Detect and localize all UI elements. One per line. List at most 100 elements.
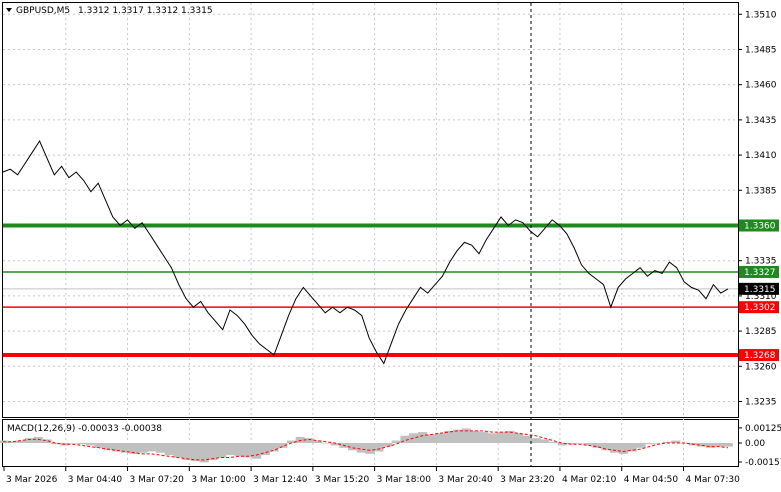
macd-bar bbox=[601, 443, 611, 451]
macd-bar bbox=[548, 441, 559, 443]
macd-bar bbox=[7, 441, 17, 443]
macd-bar bbox=[496, 432, 506, 443]
current-price-box bbox=[739, 282, 779, 295]
macd-bar bbox=[391, 440, 401, 443]
level-label-box bbox=[739, 219, 779, 232]
time-axis[interactable]: 3 Mar 2026 3 Mar 04:40 3 Mar 07:20 3 Mar 10… bbox=[3, 467, 740, 485]
macd-bar bbox=[295, 436, 305, 443]
price-line bbox=[2, 139, 729, 365]
macd-bar bbox=[173, 443, 183, 458]
time-tick-label: 3 Mar 2026 bbox=[6, 475, 58, 485]
time-tick-label: 3 Mar 10:00 bbox=[191, 475, 246, 485]
macd-tick-label: 0.00 bbox=[745, 439, 765, 449]
macd-bar bbox=[487, 433, 498, 443]
macd-bar bbox=[199, 443, 209, 463]
macd-bar bbox=[435, 433, 445, 443]
macd-bar bbox=[583, 443, 594, 446]
price-tick-label: 1.3435 bbox=[745, 116, 777, 126]
macd-bar bbox=[330, 443, 340, 446]
macd-bar bbox=[147, 443, 157, 452]
price-tick-label: 1.3385 bbox=[745, 186, 777, 196]
macd-bar bbox=[243, 443, 253, 458]
level-label: 1.3327 bbox=[744, 268, 776, 278]
time-tick-label: 3 Mar 15:20 bbox=[315, 475, 370, 485]
macd-bar bbox=[697, 443, 707, 447]
macd-bar bbox=[671, 440, 681, 443]
price-tick-label: 1.3335 bbox=[745, 257, 777, 267]
time-tick-label: 4 Mar 04:50 bbox=[624, 475, 679, 485]
macd-bar bbox=[426, 434, 436, 443]
price-axis[interactable]: 1.3510 1.3485 1.3460 1.3435 1.3410 1.3385 1.33… bbox=[738, 10, 777, 408]
macd-axis: 0.00125 0.00 -0.00157 bbox=[738, 424, 781, 468]
macd-bar bbox=[653, 443, 663, 444]
macd-bar bbox=[321, 443, 332, 444]
price-line-layer bbox=[2, 139, 729, 365]
macd-bar bbox=[251, 443, 262, 459]
time-tick-label: 3 Mar 07:20 bbox=[130, 475, 185, 485]
macd-bar bbox=[33, 436, 43, 443]
macd-bar bbox=[260, 443, 270, 456]
macd-bar bbox=[103, 443, 113, 451]
time-tick-label: 3 Mar 23:20 bbox=[500, 475, 555, 485]
macd-bar bbox=[94, 443, 104, 448]
macd-bar bbox=[575, 443, 585, 444]
macd-bar bbox=[592, 443, 602, 448]
macd-bar bbox=[286, 440, 297, 443]
macd-bar bbox=[618, 443, 629, 454]
level-label-box bbox=[739, 265, 779, 278]
macd-bar bbox=[382, 443, 393, 447]
macd-bar bbox=[51, 443, 61, 445]
macd-bar bbox=[714, 443, 725, 447]
macd-bar bbox=[531, 438, 541, 443]
dropdown-triangle-icon[interactable] bbox=[6, 8, 12, 12]
macd-bar bbox=[723, 443, 733, 447]
level-label-box bbox=[739, 301, 779, 314]
macd-signal-line bbox=[3, 430, 729, 461]
macd-bar bbox=[540, 439, 550, 443]
macd-bar bbox=[409, 433, 419, 443]
price-tick-label: 1.3510 bbox=[745, 10, 777, 20]
grid bbox=[3, 3, 738, 466]
macd-bar bbox=[452, 429, 463, 443]
time-tick-label: 4 Mar 07:30 bbox=[685, 475, 740, 485]
level-labels: 1.3360 1.3327 1.3302 1.3268 1.3315 bbox=[739, 219, 779, 362]
macd-bar bbox=[120, 443, 131, 453]
macd-bar bbox=[85, 443, 96, 446]
macd-bar bbox=[610, 443, 620, 453]
macd-bar bbox=[182, 443, 192, 460]
price-tick-label: 1.3485 bbox=[745, 45, 777, 55]
macd-bar bbox=[348, 443, 358, 451]
current-price-label: 1.3315 bbox=[744, 285, 776, 295]
macd-bar bbox=[190, 443, 201, 462]
macd-bar bbox=[77, 443, 87, 445]
macd-bar bbox=[522, 435, 532, 443]
macd-bar bbox=[24, 438, 35, 443]
time-tick-label: 4 Mar 02:10 bbox=[562, 475, 617, 485]
time-tick-label: 3 Mar 20:40 bbox=[438, 475, 493, 485]
level-label: 1.3268 bbox=[744, 351, 776, 361]
price-tick-label: 1.3410 bbox=[745, 151, 777, 161]
price-tick-label: 1.3310 bbox=[745, 292, 777, 302]
macd-bar bbox=[662, 441, 672, 443]
macd-bar bbox=[706, 443, 716, 448]
ohlc-values: 1.3312 1.3317 1.3312 1.3315 bbox=[78, 6, 213, 16]
macd-bar bbox=[42, 439, 52, 443]
horizontal-levels[interactable] bbox=[3, 223, 738, 358]
price-tick-label: 1.3285 bbox=[745, 327, 777, 337]
macd-bar bbox=[217, 443, 227, 458]
macd-bar bbox=[365, 443, 375, 454]
macd-bar bbox=[356, 443, 366, 453]
time-tick-label: 3 Mar 18:00 bbox=[377, 475, 432, 485]
macd-bar bbox=[313, 440, 323, 443]
level-label: 1.3302 bbox=[744, 303, 776, 313]
macd-bar bbox=[68, 443, 78, 444]
time-tick-label: 3 Mar 04:40 bbox=[68, 475, 123, 485]
symbol-label: GBPUSD,M5 bbox=[16, 6, 70, 16]
price-tick-label: 1.3260 bbox=[745, 362, 777, 372]
chart-header: GBPUSD,M5 1.3312 1.3317 1.3312 1.3315 bbox=[6, 6, 213, 16]
macd-bar bbox=[278, 443, 288, 448]
level-label-box bbox=[739, 349, 779, 362]
macd-layer bbox=[0, 428, 733, 463]
